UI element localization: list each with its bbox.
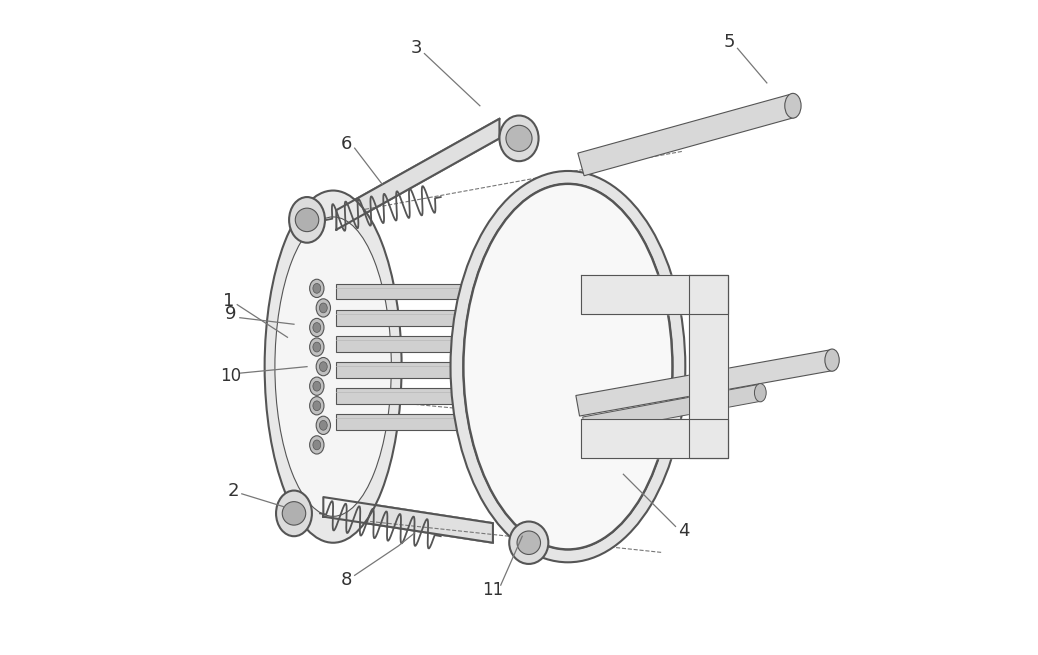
Text: 9: 9	[225, 305, 237, 324]
Ellipse shape	[317, 416, 330, 434]
Text: 1: 1	[223, 292, 235, 310]
Ellipse shape	[309, 397, 324, 415]
Polygon shape	[336, 284, 662, 299]
Ellipse shape	[785, 94, 801, 118]
Ellipse shape	[510, 521, 548, 564]
Polygon shape	[581, 275, 728, 314]
Ellipse shape	[450, 171, 685, 562]
Text: 2: 2	[227, 481, 239, 500]
Ellipse shape	[755, 384, 766, 402]
Text: 11: 11	[482, 581, 502, 599]
Polygon shape	[336, 414, 662, 430]
Text: 8: 8	[340, 571, 352, 589]
Ellipse shape	[320, 303, 327, 313]
Circle shape	[506, 125, 532, 151]
Ellipse shape	[312, 284, 321, 293]
Ellipse shape	[312, 401, 321, 411]
Ellipse shape	[312, 440, 321, 450]
Polygon shape	[581, 419, 728, 458]
Circle shape	[517, 531, 541, 555]
Ellipse shape	[312, 323, 321, 332]
Text: 6: 6	[340, 134, 352, 153]
Ellipse shape	[309, 377, 324, 396]
Polygon shape	[582, 384, 762, 434]
Polygon shape	[323, 497, 493, 543]
Ellipse shape	[312, 381, 321, 391]
Ellipse shape	[464, 184, 673, 550]
Polygon shape	[336, 310, 662, 326]
Polygon shape	[688, 275, 728, 458]
Text: 3: 3	[410, 39, 421, 58]
Polygon shape	[336, 336, 662, 352]
Ellipse shape	[309, 318, 324, 337]
Ellipse shape	[320, 421, 327, 430]
Ellipse shape	[312, 342, 321, 352]
Ellipse shape	[309, 279, 324, 297]
Text: 4: 4	[678, 522, 690, 540]
Polygon shape	[576, 350, 834, 416]
Ellipse shape	[317, 358, 330, 376]
Ellipse shape	[309, 436, 324, 454]
Ellipse shape	[499, 115, 539, 161]
Circle shape	[282, 502, 306, 525]
Text: 5: 5	[723, 33, 735, 52]
Text: 10: 10	[220, 367, 241, 385]
Polygon shape	[336, 119, 499, 230]
Ellipse shape	[320, 362, 327, 371]
Polygon shape	[336, 362, 662, 378]
Ellipse shape	[317, 299, 330, 317]
Ellipse shape	[276, 491, 312, 536]
Ellipse shape	[290, 197, 325, 243]
Ellipse shape	[265, 191, 402, 543]
Ellipse shape	[825, 349, 840, 371]
Polygon shape	[336, 388, 662, 404]
Polygon shape	[578, 94, 796, 176]
Circle shape	[295, 208, 319, 232]
Ellipse shape	[309, 338, 324, 356]
Ellipse shape	[275, 217, 391, 516]
